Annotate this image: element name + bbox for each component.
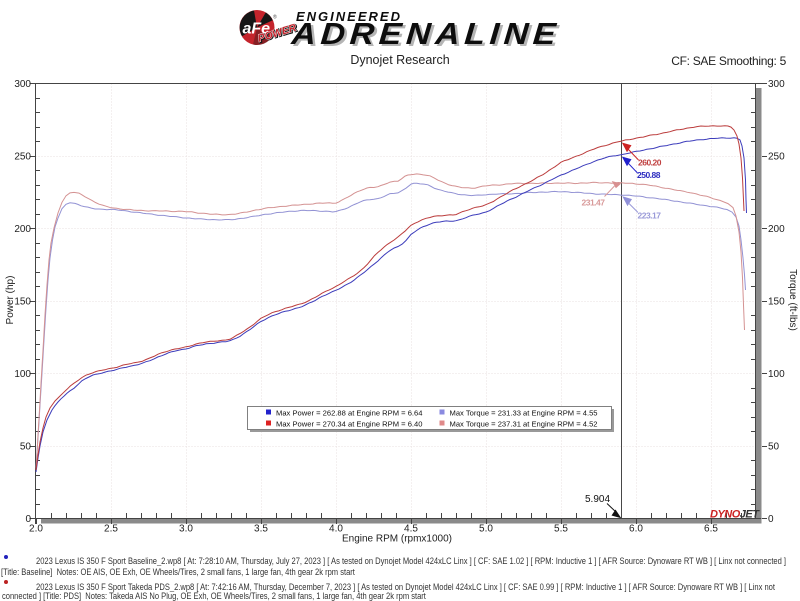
svg-text:DYNOJET: DYNOJET (710, 509, 760, 521)
svg-text:4.0: 4.0 (329, 524, 343, 535)
svg-text:Engine RPM (rpmx1000): Engine RPM (rpmx1000) (342, 534, 452, 545)
svg-text:50: 50 (20, 442, 32, 453)
svg-text:6.0: 6.0 (629, 524, 643, 535)
svg-text:Torque (ft-lbs): Torque (ft-lbs) (787, 269, 798, 331)
svg-text:100: 100 (14, 369, 31, 380)
svg-text:300: 300 (768, 79, 785, 90)
svg-text:5.904: 5.904 (585, 494, 610, 505)
svg-text:Max Torque = 231.33 at Engine: Max Torque = 231.33 at Engine RPM = 4.55 (450, 409, 598, 418)
svg-text:Power (hp): Power (hp) (5, 276, 16, 325)
svg-text:5.0: 5.0 (479, 524, 493, 535)
svg-text:®: ® (273, 14, 277, 21)
svg-text:50: 50 (768, 442, 780, 453)
svg-text:2.0: 2.0 (29, 524, 43, 535)
svg-text:231.47: 231.47 (582, 198, 606, 208)
svg-text:150: 150 (14, 297, 31, 308)
svg-text:6.5: 6.5 (704, 524, 718, 535)
svg-text:200: 200 (14, 224, 31, 235)
svg-text:3.5: 3.5 (254, 524, 268, 535)
svg-text:5.5: 5.5 (554, 524, 568, 535)
svg-text:260.20: 260.20 (638, 158, 662, 168)
svg-text:0: 0 (768, 514, 774, 525)
svg-text:3.0: 3.0 (179, 524, 193, 535)
svg-text:Max Power = 262.88 at Engine R: Max Power = 262.88 at Engine RPM = 6.64 (276, 409, 422, 418)
svg-text:100: 100 (768, 369, 785, 380)
svg-text:Max Torque = 237.31 at Engine: Max Torque = 237.31 at Engine RPM = 4.52 (450, 420, 598, 429)
svg-text:aFe: aFe (243, 21, 271, 38)
svg-text:300: 300 (14, 79, 31, 90)
svg-text:0: 0 (25, 514, 31, 525)
svg-text:223.17: 223.17 (638, 211, 662, 221)
svg-text:250: 250 (768, 152, 785, 163)
svg-text:150: 150 (768, 297, 785, 308)
svg-text:4.5: 4.5 (404, 524, 418, 535)
svg-text:250: 250 (14, 152, 31, 163)
svg-text:2.5: 2.5 (104, 524, 118, 535)
svg-text:Max Power = 270.34 at Engine R: Max Power = 270.34 at Engine RPM = 6.40 (276, 420, 422, 429)
svg-text:250.88: 250.88 (637, 170, 661, 180)
svg-text:200: 200 (768, 224, 785, 235)
